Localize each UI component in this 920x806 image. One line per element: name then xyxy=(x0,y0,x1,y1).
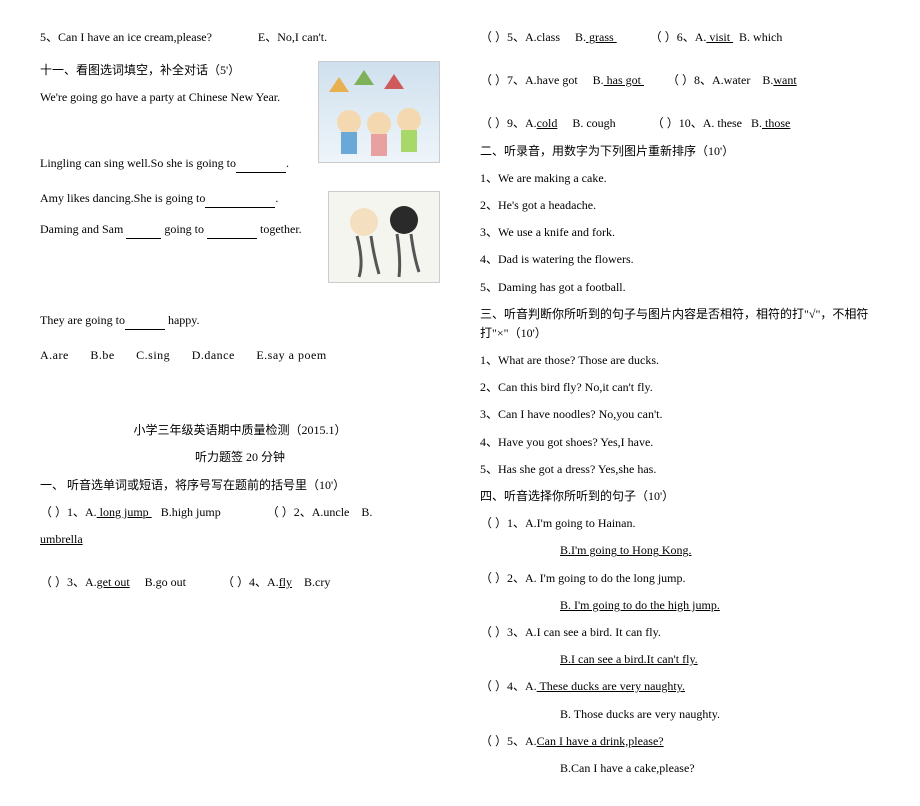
paper-subtitle: 听力题签 20 分钟 xyxy=(40,448,440,467)
party-image xyxy=(318,61,440,163)
s4-4a: （ ）4、A. These ducks are very naughty. xyxy=(480,677,880,696)
s2-1: 1、We are making a cake. xyxy=(480,169,880,188)
q5-text: 5、Can I have an ice cream,please? xyxy=(40,30,212,44)
s4-4b: B. Those ducks are very naughty. xyxy=(480,705,880,724)
s3-3: 3、Can I have noodles? No,you can't. xyxy=(480,405,880,424)
blank xyxy=(126,226,161,239)
sec4-title: 四、听音选择你所听到的句子（10'） xyxy=(480,487,880,506)
right-column: （ ）5、A.class B. grass （ ）6、A. visit B. w… xyxy=(480,20,880,786)
s4-3b: B.I can see a bird.It can't fly. xyxy=(480,650,880,669)
sec3-title: 三、听音判断你所听到的句子与图片内容是否相符，相符的打"√"，不相符打"×"（1… xyxy=(480,305,880,343)
q1-q2: （ ）1、A. long jump B.high jump （ ）2、A.unc… xyxy=(40,503,440,522)
paper-title: 小学三年级英语期中质量检测（2015.1） xyxy=(40,421,440,440)
opt-b: B.be xyxy=(90,346,114,365)
opt-c: C.sing xyxy=(136,346,170,365)
s4-2b: B. I'm going to do the high jump. xyxy=(480,596,880,615)
q5-ans: E、No,I can't. xyxy=(258,30,327,44)
s4-2a: （ ）2、A. I'm going to do the long jump. xyxy=(480,569,880,588)
sec1-title: 一、 听音选单词或短语，将序号写在题前的括号里（10'） xyxy=(40,476,440,495)
blank xyxy=(236,160,286,173)
sec11-options: A.are B.be C.sing D.dance E.say a poem xyxy=(40,346,440,365)
s2-5: 5、Daming has got a football. xyxy=(480,278,880,297)
opt-d: D.dance xyxy=(192,346,235,365)
dance-image xyxy=(328,191,440,283)
q7-q8: （ ）7、A.have got B. has got （ ）8、A.water … xyxy=(480,71,880,90)
opt-e: E.say a poem xyxy=(256,346,326,365)
s4-1a: （ ）1、A.I'm going to Hainan. xyxy=(480,514,880,533)
s3-2: 2、Can this bird fly? No,it can't fly. xyxy=(480,378,880,397)
s2-2: 2、He's got a headache. xyxy=(480,196,880,215)
sec11-line5: They are going to happy. xyxy=(40,311,440,330)
blank xyxy=(207,226,257,239)
q5-prev: 5、Can I have an ice cream,please? E、No,I… xyxy=(40,28,440,47)
left-column: 5、Can I have an ice cream,please? E、No,I… xyxy=(40,20,440,786)
s4-5a: （ ）5、A.Can I have a drink,please? xyxy=(480,732,880,751)
q3-q4: （ ）3、A.get out B.go out （ ）4、A.fly B.cry xyxy=(40,573,440,592)
blank xyxy=(205,195,275,208)
q9-q10: （ ）9、A.cold B. cough （ ）10、A. these B. t… xyxy=(480,114,880,133)
s3-4: 4、Have you got shoes? Yes,I have. xyxy=(480,433,880,452)
opt-a: A.are xyxy=(40,346,69,365)
q2-cont: umbrella xyxy=(40,530,440,549)
section-11: 十一、看图选词填空，补全对话（5'） We're going go have a… xyxy=(40,61,440,365)
blank xyxy=(125,317,165,330)
sec2-title: 二、听录音，用数字为下列图片重新排序（10'） xyxy=(480,142,880,161)
q5-q6: （ ）5、A.class B. grass （ ）6、A. visit B. w… xyxy=(480,28,880,47)
s3-5: 5、Has she got a dress? Yes,she has. xyxy=(480,460,880,479)
s2-4: 4、Dad is watering the flowers. xyxy=(480,250,880,269)
s4-5b: B.Can I have a cake,please? xyxy=(480,759,880,778)
s3-1: 1、What are those? Those are ducks. xyxy=(480,351,880,370)
s2-3: 3、We use a knife and fork. xyxy=(480,223,880,242)
s4-3a: （ ）3、A.I can see a bird. It can fly. xyxy=(480,623,880,642)
s4-1b: B.I'm going to Hong Kong. xyxy=(480,541,880,560)
